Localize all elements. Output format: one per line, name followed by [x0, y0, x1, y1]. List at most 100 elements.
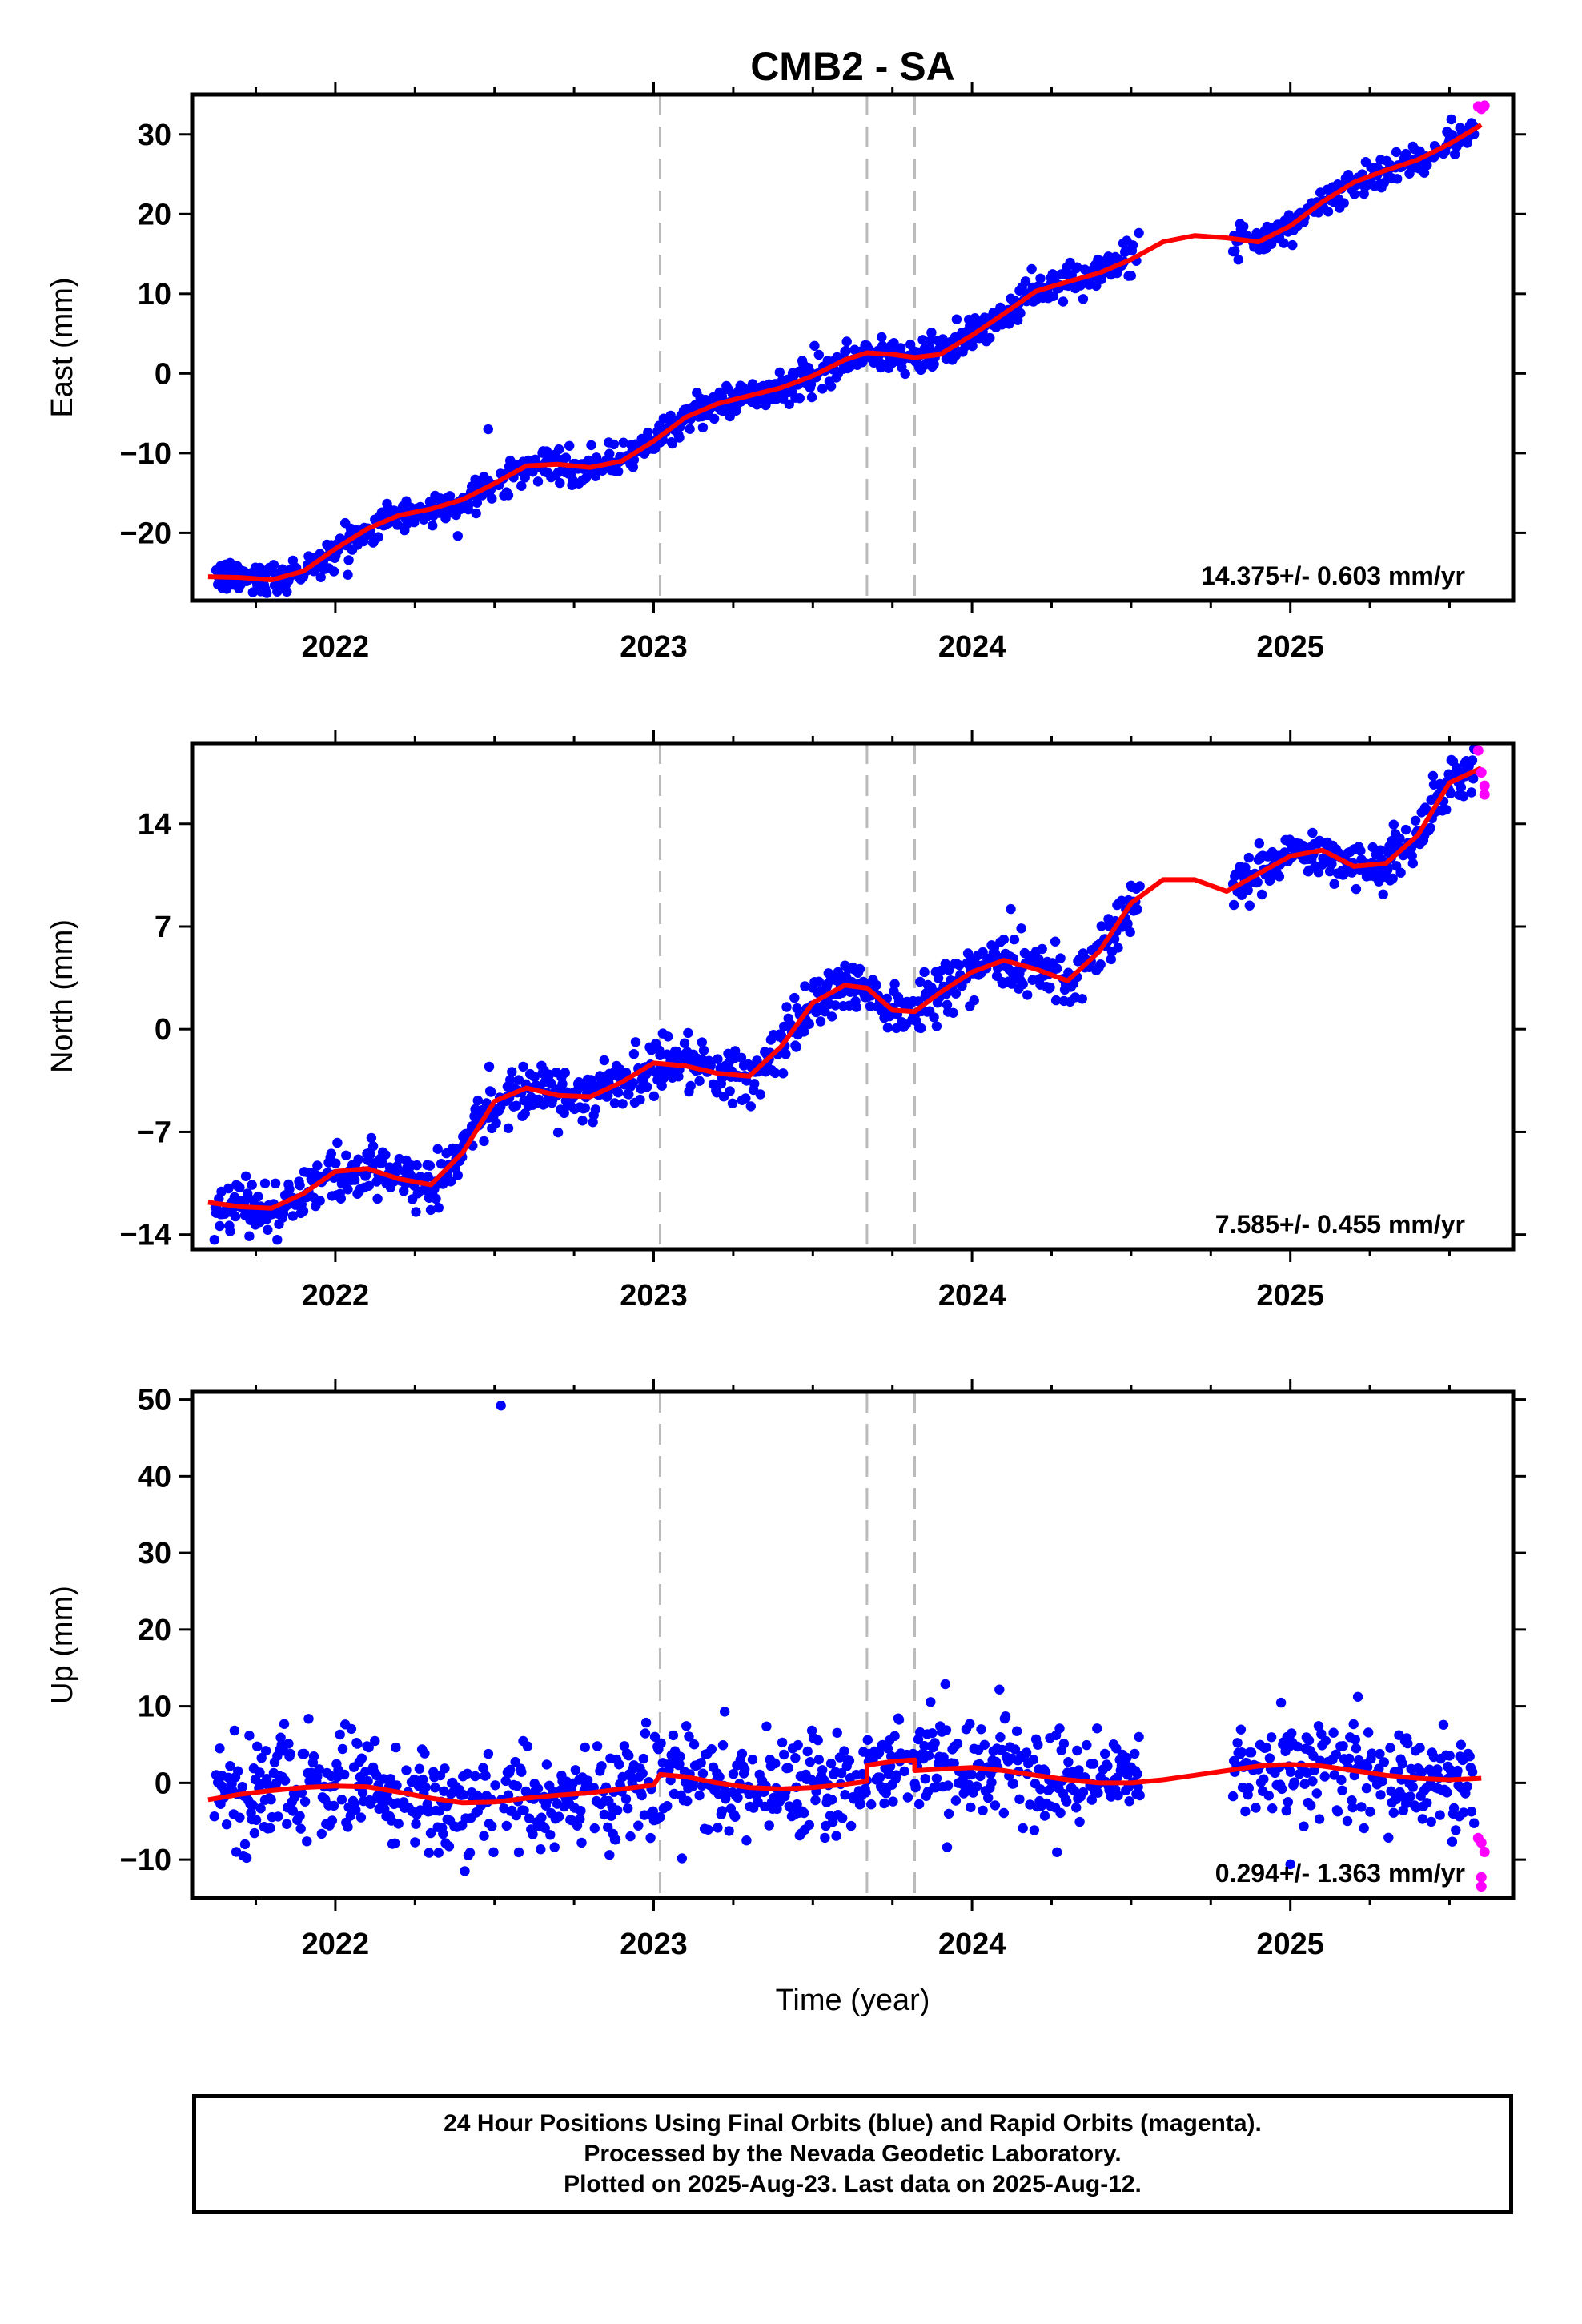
final-orbit-point [1331, 1749, 1342, 1759]
final-orbit-point [1352, 1691, 1363, 1702]
final-orbit-point [1350, 1735, 1361, 1745]
final-orbit-point [929, 1012, 939, 1023]
final-orbit-point [590, 1104, 601, 1115]
final-orbit-point [930, 1738, 940, 1748]
final-orbit-point [623, 1803, 633, 1814]
final-orbit-point [425, 1827, 436, 1839]
final-orbit-point [1307, 827, 1318, 838]
final-orbit-point [440, 1763, 450, 1774]
final-orbit-point [983, 1792, 994, 1803]
final-orbit-point [1375, 1790, 1386, 1800]
final-orbit-point [1082, 1739, 1092, 1751]
final-orbit-point [391, 1780, 402, 1791]
final-orbit-point [790, 1753, 801, 1763]
final-orbit-point [1435, 1810, 1445, 1820]
final-orbit-point [777, 1737, 788, 1748]
final-orbit-point [256, 1753, 267, 1763]
final-orbit-point [777, 1068, 789, 1079]
y-tick-label: 20 [138, 1614, 171, 1647]
final-orbit-point [560, 452, 572, 463]
final-orbit-point [862, 1735, 873, 1745]
final-orbit-point [487, 493, 497, 504]
final-orbit-point [645, 1832, 656, 1844]
final-orbit-point [717, 1740, 729, 1751]
final-orbit-point [648, 1091, 660, 1102]
final-orbit-point [942, 1780, 954, 1791]
y-tick-label: 20 [138, 198, 171, 231]
final-orbit-point [536, 1812, 547, 1823]
final-orbit-point [799, 1807, 809, 1819]
final-orbit-point [576, 1081, 586, 1092]
final-orbit-point [393, 1819, 404, 1829]
final-orbit-point [1323, 207, 1334, 217]
final-orbit-point [640, 1728, 651, 1739]
final-orbit-point [1016, 923, 1026, 934]
final-orbit-point [516, 480, 527, 491]
final-orbit-point [608, 439, 619, 450]
final-orbit-point [343, 555, 354, 565]
final-orbit-point [917, 335, 928, 345]
final-orbit-point [854, 963, 865, 975]
final-orbit-point [1307, 1776, 1318, 1787]
final-orbit-point [315, 572, 326, 582]
final-orbit-point [596, 1761, 607, 1771]
final-orbit-point [1102, 1761, 1113, 1771]
final-orbit-point [282, 1819, 292, 1829]
final-orbit-point [962, 948, 974, 959]
final-orbit-point [697, 1780, 707, 1791]
x-tick-label: 2025 [1256, 1928, 1324, 1961]
final-orbit-point [524, 1813, 535, 1823]
final-orbit-point [1132, 1768, 1142, 1779]
final-orbit-point [353, 1154, 363, 1164]
final-orbit-point [827, 1011, 837, 1022]
final-orbit-point [486, 1087, 496, 1097]
final-orbit-point [370, 1735, 380, 1747]
final-orbit-point [1441, 804, 1452, 815]
final-orbit-point [332, 1137, 343, 1148]
final-orbit-point [1395, 867, 1406, 878]
final-orbit-point [1348, 1719, 1359, 1730]
final-orbit-point [503, 1790, 514, 1800]
final-orbit-point [1055, 1807, 1066, 1819]
final-orbit-point [840, 1790, 850, 1800]
final-orbit-point [1227, 1791, 1239, 1802]
final-orbit-point [753, 1796, 763, 1807]
final-orbit-point [733, 1792, 743, 1803]
final-orbit-point [883, 1768, 894, 1779]
final-orbit-point [888, 1796, 898, 1807]
final-orbit-point [249, 1827, 260, 1839]
final-orbit-point [1445, 788, 1456, 798]
final-orbit-point [1052, 1847, 1062, 1857]
final-orbit-point [331, 1158, 341, 1168]
final-orbit-point [1419, 167, 1430, 178]
final-orbit-point [1071, 1803, 1082, 1813]
final-orbit-point [554, 1811, 564, 1822]
final-orbit-point [694, 1076, 705, 1086]
final-orbit-point [1314, 1814, 1325, 1824]
chart-title: CMB2 - SA [750, 44, 955, 89]
final-orbit-point [625, 1831, 636, 1842]
final-orbit-point [628, 1078, 638, 1088]
y-tick-label: −14 [120, 1219, 171, 1252]
final-orbit-point [287, 1211, 299, 1221]
final-orbit-points [209, 743, 1480, 1245]
final-orbit-point [1072, 1745, 1082, 1756]
final-orbit-point [825, 1758, 837, 1769]
final-orbit-point [1029, 1825, 1040, 1835]
final-orbit-point [255, 1803, 266, 1814]
final-orbit-point [1050, 936, 1061, 947]
final-orbit-point [363, 1180, 374, 1192]
x-tick-label: 2022 [302, 1279, 370, 1313]
final-orbit-point [268, 560, 279, 570]
rapid-orbit-point [1472, 745, 1484, 756]
final-orbit-point [1313, 1721, 1324, 1731]
final-orbit-point [696, 1758, 706, 1768]
final-orbit-point [1019, 947, 1030, 959]
final-orbit-point [339, 1769, 350, 1780]
plot-frame [190, 741, 1516, 1252]
final-orbit-point [559, 1108, 569, 1119]
final-orbit-point [1033, 1739, 1043, 1750]
final-orbit-point [471, 508, 481, 519]
final-orbit-point [684, 1731, 694, 1742]
final-orbit-point [464, 1848, 476, 1858]
